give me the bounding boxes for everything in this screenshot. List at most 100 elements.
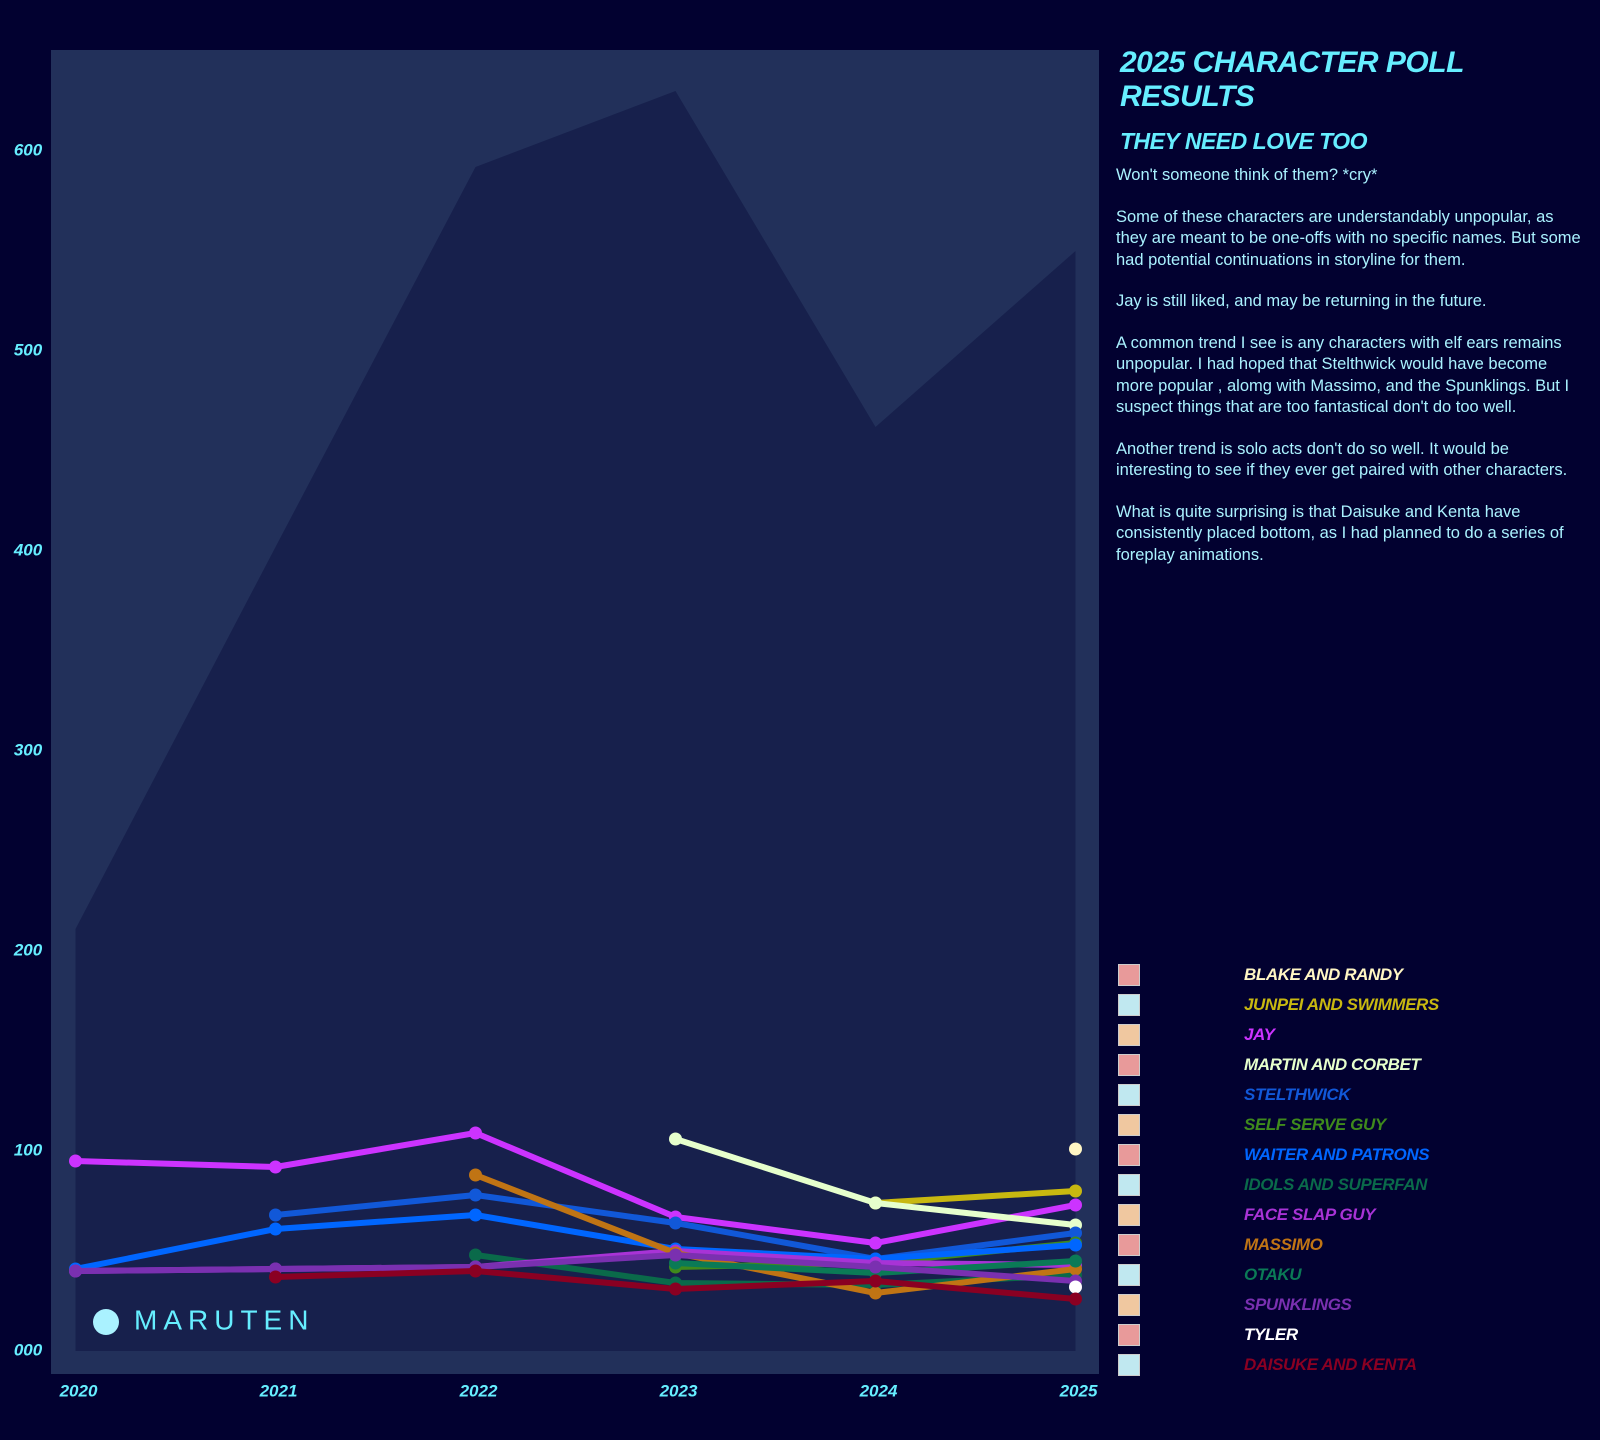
data-point — [469, 1208, 482, 1222]
legend-icon — [1118, 1084, 1140, 1106]
legend-icon — [1118, 1264, 1140, 1286]
series-line — [74, 1212, 1076, 1272]
legend-item: MASSIMO — [1118, 1230, 1439, 1260]
legend-item: JAY — [1118, 1020, 1439, 1050]
data-point — [1069, 1184, 1082, 1198]
data-point — [669, 1216, 682, 1230]
legend-icon — [1118, 1204, 1140, 1226]
description-paragraph: Some of these characters are understanda… — [1116, 207, 1581, 269]
y-tick-label: 300 — [14, 740, 43, 759]
y-tick-label: 100 — [14, 1140, 43, 1159]
legend-icon — [1118, 964, 1140, 986]
description: Won't someone think of them? *cry* Some o… — [1116, 165, 1586, 566]
y-tick-label: 600 — [14, 140, 43, 159]
legend: BLAKE AND RANDY JUNPEI AND SWIMMERS JAY MAR… — [1118, 960, 1439, 1380]
data-point — [269, 1160, 282, 1174]
series-line — [75, 1130, 1077, 1246]
data-point — [69, 1154, 82, 1168]
data-point — [1069, 1238, 1082, 1252]
legend-label: IDOLS AND SUPERFAN — [1244, 1175, 1427, 1194]
legend-label: BLAKE AND RANDY — [1244, 965, 1403, 984]
legend-icon — [1118, 994, 1140, 1016]
legend-icons — [1118, 1294, 1244, 1316]
legend-icon — [1118, 1054, 1140, 1076]
description-paragraph: Won't someone think of them? *cry* — [1116, 166, 1378, 184]
data-point — [869, 1274, 882, 1288]
legend-label: MARTIN AND CORBET — [1244, 1055, 1421, 1074]
legend-icons — [1118, 1324, 1244, 1346]
series-line — [875, 1188, 1076, 1206]
data-point — [1069, 1254, 1082, 1268]
legend-label: OTAKU — [1244, 1265, 1302, 1284]
text-panel: 2025 CHARACTER POLL RESULTS THEY NEED LO… — [1116, 46, 1586, 586]
watermark: MARUTEN — [134, 1304, 314, 1335]
legend-icon — [1118, 1114, 1140, 1136]
data-point — [869, 1286, 882, 1300]
data-point — [469, 1188, 482, 1202]
legend-icons — [1118, 1354, 1244, 1376]
legend-item: BLAKE AND RANDY — [1118, 960, 1439, 990]
legend-icons — [1118, 1174, 1244, 1196]
data-point — [669, 1132, 682, 1146]
data-point — [1069, 1226, 1082, 1240]
legend-label: DAISUKE AND KENTA — [1244, 1355, 1417, 1374]
legend-item: JUNPEI AND SWIMMERS — [1118, 990, 1439, 1020]
legend-label: JUNPEI AND SWIMMERS — [1244, 995, 1439, 1014]
description-paragraph: Jay is still liked, and may be returning… — [1116, 292, 1487, 310]
legend-icon — [1118, 1354, 1140, 1376]
data-point — [669, 1248, 682, 1262]
data-point — [469, 1168, 482, 1182]
x-tick-label: 2023 — [659, 1381, 698, 1400]
y-tick-label: 200 — [13, 940, 43, 959]
data-point — [1069, 1198, 1082, 1212]
legend-item: OTAKU — [1118, 1260, 1439, 1290]
legend-label: MASSIMO — [1244, 1235, 1323, 1254]
legend-icon — [1118, 1324, 1140, 1346]
legend-item: SPUNKLINGS — [1118, 1290, 1439, 1320]
data-point — [269, 1270, 282, 1284]
x-tick-label: 2020 — [59, 1381, 98, 1400]
legend-icons — [1118, 1084, 1244, 1106]
legend-icons — [1118, 1114, 1244, 1136]
legend-icon — [1118, 1234, 1140, 1256]
legend-icons — [1118, 1204, 1244, 1226]
chart: 000 100 200 300 400 500 600 2020 2021 2022 2023 202… — [13, 50, 1099, 1400]
watermark-logo — [93, 1309, 119, 1335]
series-line — [75, 1252, 1076, 1284]
legend-label: STELTHWICK — [1244, 1085, 1351, 1104]
legend-icon — [1118, 1144, 1140, 1166]
legend-item: STELTHWICK — [1118, 1080, 1439, 1110]
data-point — [869, 1236, 882, 1250]
data-point — [469, 1248, 482, 1262]
legend-icons — [1118, 964, 1244, 986]
legend-icon — [1118, 1024, 1140, 1046]
description-paragraph: A common trend I see is any characters w… — [1116, 333, 1570, 417]
description-paragraph: Another trend is solo acts don't do so w… — [1116, 439, 1568, 480]
data-point — [269, 1222, 282, 1236]
legend-item: SELF SERVE GUY — [1118, 1110, 1439, 1140]
legend-icons — [1118, 1144, 1244, 1166]
legend-item: WAITER AND PATRONS — [1118, 1140, 1439, 1170]
x-tick-label: 2022 — [459, 1381, 498, 1400]
data-point — [469, 1126, 482, 1140]
legend-icons — [1118, 994, 1244, 1016]
legend-item: IDOLS AND SUPERFAN — [1118, 1170, 1439, 1200]
data-point — [1069, 1142, 1082, 1156]
x-tick-label: 2025 — [1059, 1381, 1098, 1400]
legend-item: MARTIN AND CORBET — [1118, 1050, 1439, 1080]
y-tick-label: 000 — [14, 1340, 43, 1359]
x-tick-label: 2021 — [259, 1381, 298, 1400]
data-point — [869, 1196, 882, 1210]
title: 2025 CHARACTER POLL RESULTS — [1120, 46, 1464, 113]
total-area — [75, 91, 1076, 1351]
y-tick-label: 400 — [13, 540, 43, 559]
legend-icon — [1118, 1174, 1140, 1196]
legend-icons — [1118, 1054, 1244, 1076]
legend-label: FACE SLAP GUY — [1244, 1205, 1376, 1224]
y-tick-label: 500 — [14, 340, 43, 359]
legend-label: WAITER AND PATRONS — [1244, 1145, 1430, 1164]
legend-item: TYLER — [1118, 1320, 1439, 1350]
legend-icons — [1118, 1024, 1244, 1046]
description-paragraph: What is quite surprising is that Daisuke… — [1116, 502, 1564, 564]
